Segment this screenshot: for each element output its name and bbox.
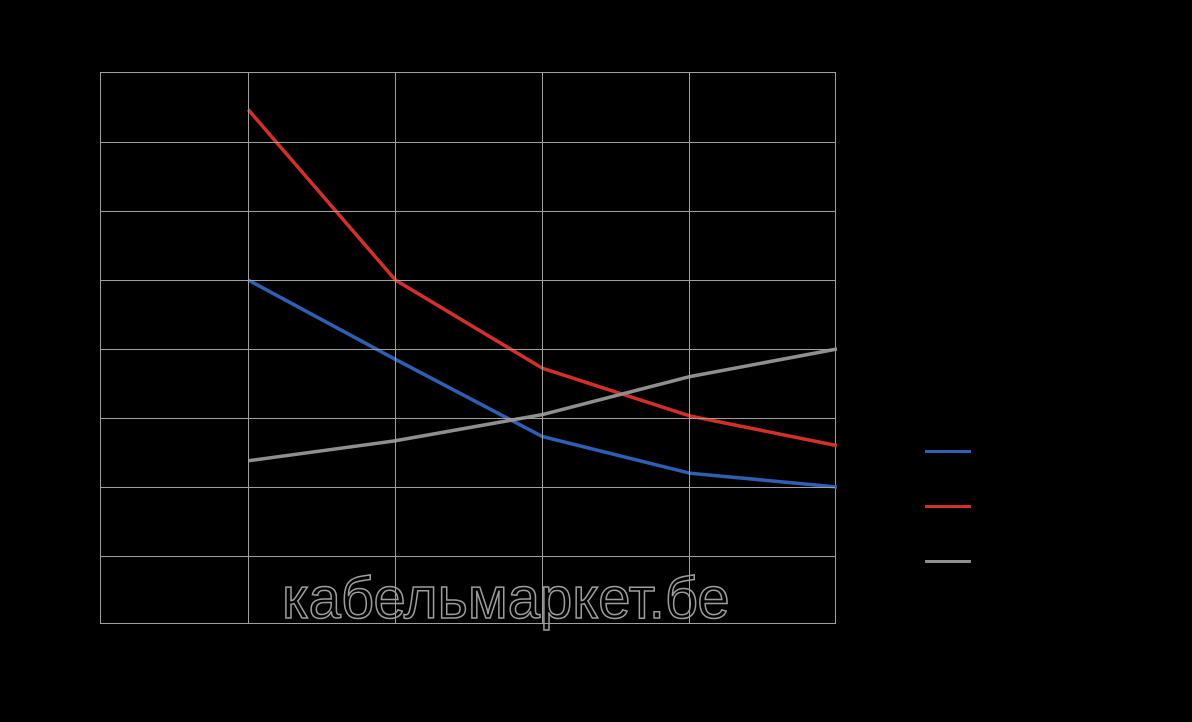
legend-swatch-series-blue [925, 450, 971, 453]
legend-swatch-series-gray [925, 560, 971, 563]
line-chart [100, 72, 836, 624]
gridline-horizontal [101, 487, 835, 488]
gridline-horizontal [101, 418, 835, 419]
gridline-horizontal [101, 556, 835, 557]
legend-swatch-series-red [925, 505, 971, 508]
gridline-horizontal [101, 280, 835, 281]
gridline-horizontal [101, 211, 835, 212]
gridline-horizontal [101, 142, 835, 143]
gridline-horizontal [101, 349, 835, 350]
